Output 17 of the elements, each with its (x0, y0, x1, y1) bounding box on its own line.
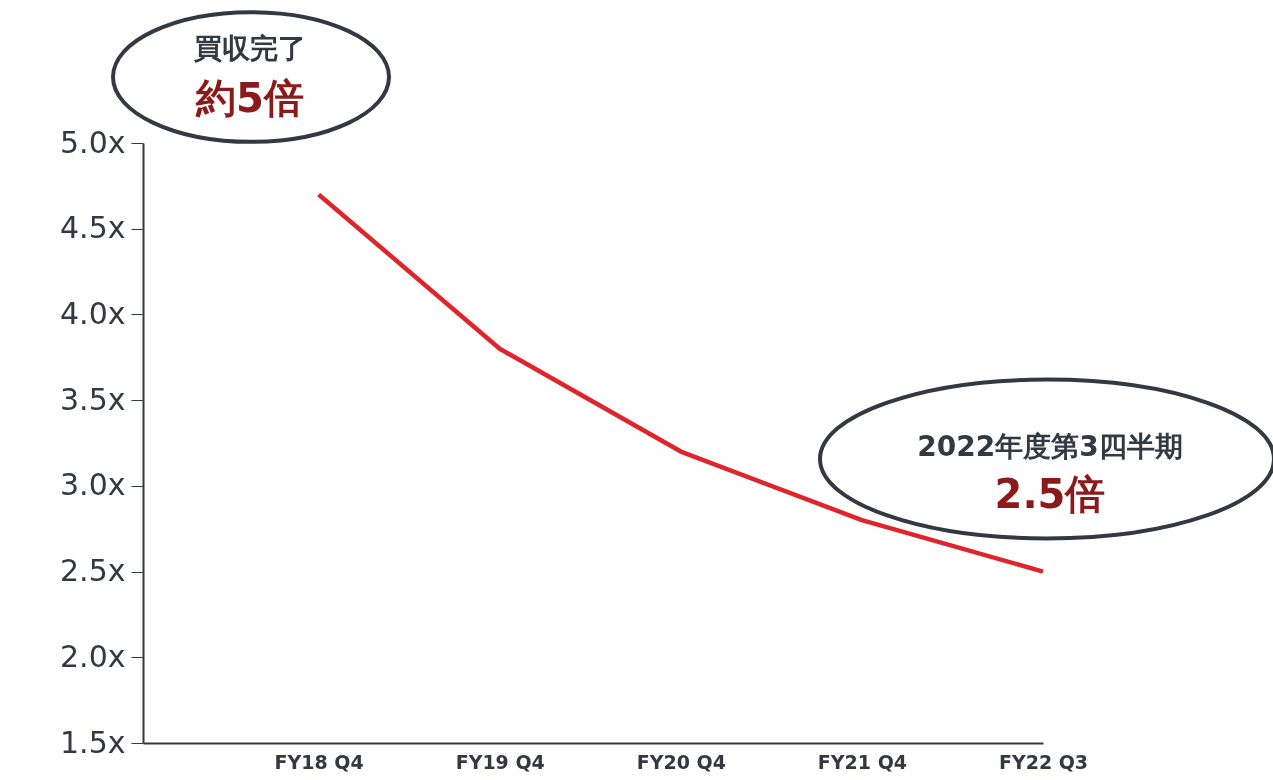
annotation: 2.5倍 (994, 471, 1106, 517)
x-tick-label: FY19 Q4 (455, 750, 545, 773)
text: 買収完了 (194, 32, 306, 65)
y-tick-label: 3.5x (60, 381, 126, 417)
y-tick-label: 5.0x (60, 124, 126, 160)
x-tick-label: FY21 Q4 (817, 750, 907, 773)
y-tick-label: 3.0x (60, 467, 126, 503)
y-tick-label: 2.5x (60, 553, 126, 589)
y-tick-label: 4.0x (60, 295, 126, 331)
y-tick-label: 1.5x (60, 724, 126, 760)
x-tick-label: FY20 Q4 (636, 750, 726, 773)
x-tick-label: FY22 Q3 (998, 750, 1089, 773)
annotation: 2022年度第3四半期 (917, 430, 1183, 463)
y-tick-label: 4.5x (60, 210, 126, 246)
text: 約5倍 (195, 75, 304, 121)
y-tick-label: 2.0x (60, 638, 126, 674)
x-tick-label: FY18 Q4 (274, 750, 364, 773)
